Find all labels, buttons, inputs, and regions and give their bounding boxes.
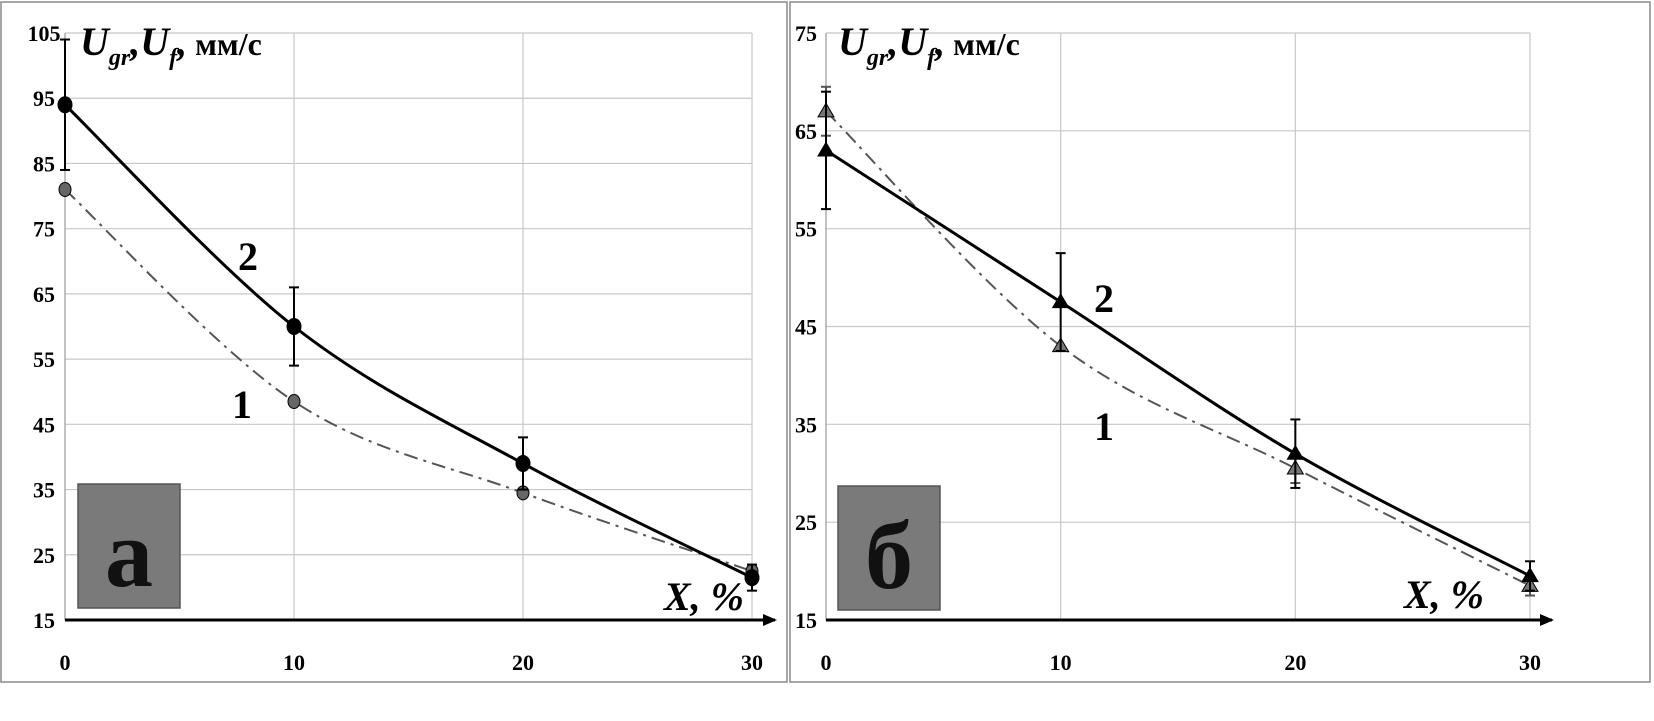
x-axis-label: X, % [662,574,744,619]
y-tick-label: 45 [795,315,817,340]
y-axis-label-part: , [176,19,187,64]
series-label-2: 2 [1094,276,1114,321]
y-tick-label: 85 [33,151,55,176]
data-point [286,318,302,335]
series-label-1: 1 [232,382,252,427]
data-point [817,141,835,157]
y-axis-label-part: gr [108,45,131,71]
series-label-1: 1 [1094,404,1114,449]
series-line-1 [64,188,753,573]
series-line-2 [63,103,753,579]
y-tick-label: 25 [33,543,55,568]
x-tick-label: 30 [741,650,763,675]
y-axis-label-part: , [934,19,945,64]
chart-panel-b: 15 25 35 45 55 65 75 0 10 20 30 1 2 Ugr,Uf, мм/с X, % б [789,1,1651,683]
panel-letter: а [105,500,153,607]
y-axis-label-part: мм/с [945,26,1020,62]
x-tick-label: 30 [1519,650,1541,675]
y-tick-label: 25 [795,510,817,535]
y-axis-label-part: ,U [887,19,929,64]
y-tick-label: 15 [795,608,817,633]
x-tick-label: 10 [1050,650,1072,675]
y-axis-label-part: gr [866,45,889,71]
x-tick-label: 20 [1284,650,1306,675]
data-point [57,96,73,114]
panel-letter-box [77,483,181,609]
y-axis-label: Ugr,Uf, мм/с [838,19,1020,71]
y-tick-label: 35 [33,478,55,503]
y-axis-label-part: мм/с [187,26,262,62]
y-axis-label-part: U [838,19,869,64]
y-tick-label: 35 [795,412,817,437]
y-tick-label: 75 [33,217,55,242]
y-tick-label: 15 [33,608,55,633]
data-point [1521,566,1539,583]
y-axis-label: Ugr,Uf, мм/с [80,19,262,71]
x-tick-label: 0 [821,650,832,675]
series-label-2: 2 [238,234,258,279]
y-tick-label: 45 [33,412,55,437]
x-tick-label: 0 [60,650,71,675]
panel-letter: б [865,502,913,609]
data-point [287,394,301,410]
x-axis-label: X, % [1402,572,1484,617]
data-point [58,182,72,198]
y-tick-label: 55 [795,217,817,242]
y-tick-label: 75 [795,21,817,46]
y-axis-label-part: U [80,19,111,64]
panel-letter-box [837,485,941,611]
series-line-2 [825,149,1531,578]
y-tick-label: 95 [33,86,55,111]
y-tick-label: 65 [795,119,817,144]
y-axis-label-part: f [927,45,937,71]
data-point [1051,293,1070,309]
y-tick-label: 65 [33,282,55,307]
data-point [744,569,760,587]
data-point [515,454,531,472]
x-tick-label: 20 [512,650,534,675]
x-tick-label: 10 [283,650,305,675]
y-axis-label-part: f [169,45,179,71]
y-axis-label-part: ,U [129,19,171,64]
y-tick-label: 105 [28,21,61,46]
chart-panel-a: 15 25 35 45 55 65 75 85 95 105 0 10 20 30 1 2 Ugr,Uf, мм… [0,1,788,683]
y-tick-label: 55 [33,347,55,372]
data-point [1286,444,1305,460]
